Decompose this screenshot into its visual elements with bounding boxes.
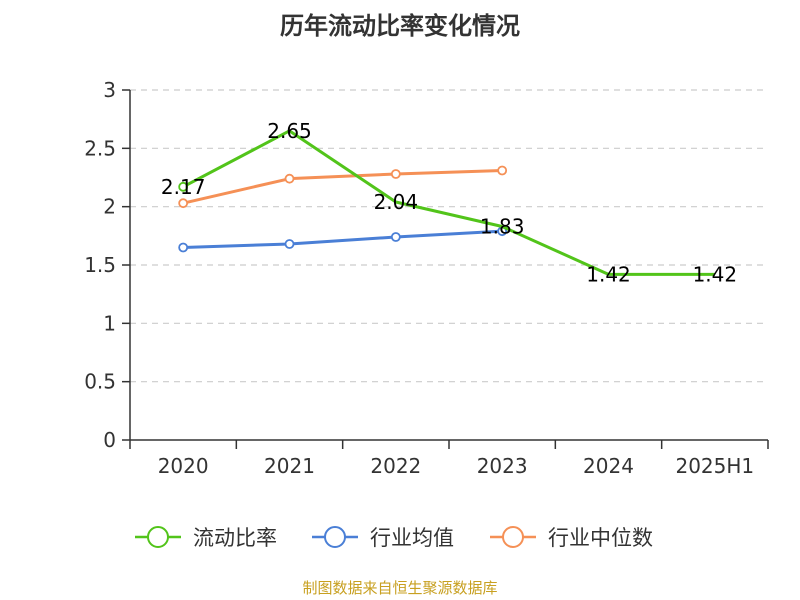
legend-marker <box>502 526 524 548</box>
data-label: 2.17 <box>161 175 206 199</box>
data-point <box>284 239 295 249</box>
x-tick-label: 2022 <box>370 454 421 478</box>
data-point <box>284 173 295 184</box>
series-lines <box>178 129 715 276</box>
y-tick-label: 1 <box>103 311 116 335</box>
data-point <box>178 198 189 209</box>
data-point <box>178 181 189 192</box>
series-line <box>183 229 503 249</box>
y-tick-label: 0 <box>103 428 116 452</box>
legend-label: 行业中位数 <box>548 526 653 550</box>
x-tick-label: 2024 <box>583 454 634 478</box>
legend-label: 行业均值 <box>370 526 454 550</box>
y-tick-label: 3 <box>103 78 116 102</box>
data-point <box>390 169 401 179</box>
data-label: 1.83 <box>480 215 525 239</box>
axes: 0 0.5 1 1.5 2 2.5 3 2020 2021 2022 2023 2024 2025H1 <box>84 78 769 478</box>
data-point <box>390 232 401 242</box>
x-tick-label: 2025H1 <box>675 454 754 478</box>
x-tick-label: 2023 <box>477 454 528 478</box>
chart-title: 历年流动比率变化情况 <box>280 12 520 40</box>
data-labels: 2.17 2.65 2.04 1.83 1.42 1.42 <box>161 119 737 287</box>
data-label: 2.04 <box>374 190 419 214</box>
data-point <box>497 165 508 176</box>
legend: 流动比率 行业均值 行业中位数 <box>135 526 653 550</box>
legend-marker <box>147 526 169 548</box>
series-line <box>182 129 715 276</box>
data-label: 2.65 <box>267 119 312 143</box>
legend-label: 流动比率 <box>193 526 277 550</box>
data-point <box>178 242 189 253</box>
legend-marker <box>324 526 346 548</box>
y-tick-label: 0.5 <box>84 370 116 394</box>
data-label: 1.42 <box>693 262 738 286</box>
x-tick-label: 2020 <box>158 454 209 478</box>
x-tick-label: 2021 <box>264 454 315 478</box>
series-line <box>182 169 503 205</box>
source-note: 制图数据来自恒生聚源数据库 <box>302 579 498 597</box>
data-label: 1.42 <box>586 262 631 286</box>
grid-lines <box>130 89 764 383</box>
y-tick-label: 2 <box>103 195 116 219</box>
y-tick-label: 1.5 <box>84 253 116 277</box>
y-tick-label: 2.5 <box>84 136 116 160</box>
